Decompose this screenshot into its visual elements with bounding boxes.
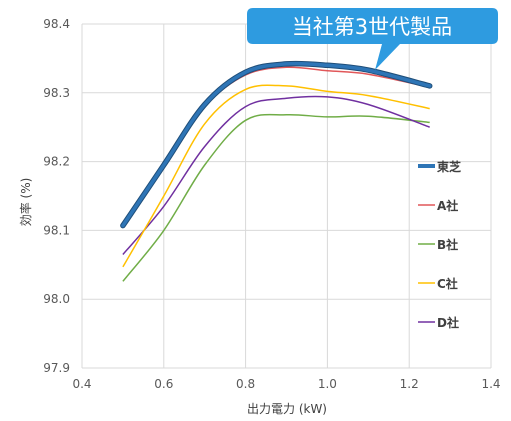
legend-label: B社 bbox=[437, 237, 458, 252]
y-tick-label: 98.3 bbox=[43, 86, 70, 100]
tick-labels: 97.9 98.0 98.1 98.2 98.3 98.4 0.4 0.6 0.8 1.0 1.2 1… bbox=[43, 17, 500, 391]
x-tick-label: 1.2 bbox=[400, 377, 419, 391]
y-tick-label: 98.0 bbox=[43, 292, 70, 306]
x-tick-label: 0.4 bbox=[72, 377, 91, 391]
series-line-toshiba bbox=[121, 61, 432, 228]
y-axis-label: 効率 (%) bbox=[18, 178, 33, 227]
legend-label: 東芝 bbox=[437, 159, 461, 174]
callout-text: 当社第3世代製品 bbox=[292, 15, 452, 39]
y-tick-label: 98.2 bbox=[43, 155, 70, 169]
legend-label: C社 bbox=[437, 276, 458, 291]
series-line-b bbox=[122, 113, 430, 282]
x-axis-label: 出力電力 (kW) bbox=[247, 402, 327, 416]
legend-label: A社 bbox=[437, 198, 458, 213]
x-tick-label: 1.0 bbox=[318, 377, 337, 391]
legend: 東芝 A社 B社 C社 D社 bbox=[418, 159, 461, 330]
x-tick-label: 0.6 bbox=[154, 377, 173, 391]
series-line-c bbox=[122, 84, 430, 268]
y-tick-label: 98.4 bbox=[43, 17, 70, 31]
legend-label: D社 bbox=[437, 315, 459, 330]
callout: 当社第3世代製品 bbox=[247, 8, 498, 70]
x-tick-label: 0.8 bbox=[236, 377, 255, 391]
series-line-d bbox=[122, 95, 430, 255]
y-tick-label: 97.9 bbox=[43, 361, 70, 375]
callout-box bbox=[247, 8, 498, 70]
x-tick-label: 1.4 bbox=[481, 377, 500, 391]
series-lines bbox=[120, 60, 433, 282]
y-tick-label: 98.1 bbox=[43, 223, 70, 237]
